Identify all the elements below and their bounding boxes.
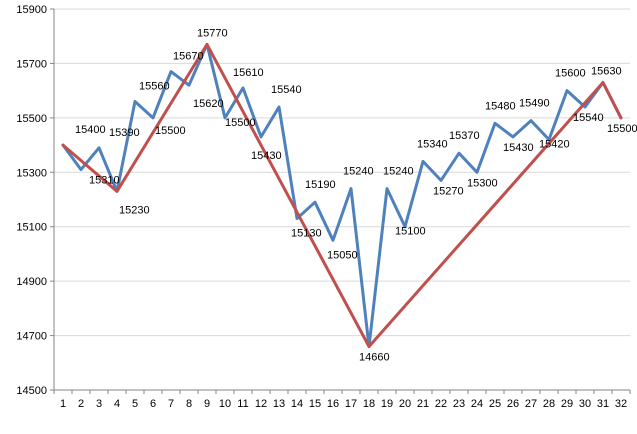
y-tick-label: 14700 <box>16 331 47 343</box>
series <box>61 42 623 348</box>
x-tick-label: 11 <box>237 398 248 410</box>
x-tick-label: 32 <box>615 398 627 410</box>
y-tick-label: 15700 <box>16 58 47 70</box>
data-label: 15600 <box>555 68 586 80</box>
x-tick-label: 16 <box>327 398 339 410</box>
data-label: 15500 <box>225 117 256 129</box>
data-label: 15270 <box>433 185 464 197</box>
x-tick-label: 7 <box>168 398 174 410</box>
x-tick-label: 14 <box>291 398 303 410</box>
x-tick-label: 24 <box>471 398 483 410</box>
y-tick-label: 15500 <box>16 113 47 125</box>
x-tick-label: 28 <box>543 398 555 410</box>
data-label: 15240 <box>383 166 414 178</box>
y-tick-label: 15300 <box>16 167 47 179</box>
data-label: 15540 <box>573 112 604 124</box>
data-label: 15310 <box>89 175 120 187</box>
x-tick-label: 4 <box>114 398 120 410</box>
x-tick-label: 2 <box>78 398 84 410</box>
data-label: 15240 <box>343 166 374 178</box>
x-tick-label: 19 <box>381 398 393 410</box>
data-label: 15540 <box>271 84 302 96</box>
x-tick-label: 13 <box>273 398 285 410</box>
x-tick-label: 26 <box>507 398 519 410</box>
data-label: 15620 <box>193 98 224 110</box>
gridlines <box>54 8 630 337</box>
x-tick-label: 18 <box>363 398 375 410</box>
x-tick-label: 31 <box>597 398 609 410</box>
x-tick-label: 1 <box>60 398 66 410</box>
data-label: 15430 <box>503 142 534 154</box>
data-label: 15560 <box>139 81 170 93</box>
data-labels: 15400 15310 15390 15230 15560 15500 15670 15620… <box>75 27 637 363</box>
x-tick-label: 17 <box>345 398 357 410</box>
x-tick-label: 25 <box>489 398 501 410</box>
x-tick-label: 15 <box>309 398 321 410</box>
data-label: 15390 <box>109 127 140 139</box>
data-label: 15490 <box>519 98 550 110</box>
y-tick-label: 14500 <box>16 385 47 397</box>
series-line-red <box>61 42 623 348</box>
x-tick-label: 22 <box>435 398 447 410</box>
data-label: 15100 <box>395 226 426 238</box>
x-tick-label: 6 <box>150 398 156 410</box>
x-tick-label: 30 <box>579 398 591 410</box>
axes: 14500 14700 14900 15100 15300 15500 15700 15900… <box>16 4 631 410</box>
data-label: 15340 <box>417 138 448 150</box>
data-label: 15400 <box>75 124 106 136</box>
data-label: 15430 <box>251 150 282 162</box>
x-tick-label: 20 <box>399 398 411 410</box>
data-label: 15130 <box>291 228 322 240</box>
x-tick-label: 29 <box>561 398 573 410</box>
x-tick-label: 27 <box>525 398 537 410</box>
series-line-blue <box>61 42 623 348</box>
data-label: 15670 <box>173 51 204 63</box>
y-tick-label: 15900 <box>16 4 47 16</box>
data-label: 15370 <box>449 130 480 142</box>
data-label: 15190 <box>305 179 336 191</box>
x-tick-label: 12 <box>255 398 267 410</box>
x-tick-label: 21 <box>417 398 429 410</box>
data-label: 15050 <box>327 249 358 261</box>
x-tick-label: 5 <box>132 398 138 410</box>
x-tick-label: 23 <box>453 398 465 410</box>
data-label: 15630 <box>591 65 622 77</box>
y-tick-label: 14900 <box>16 276 47 288</box>
data-label: 14660 <box>359 351 390 363</box>
x-tick-label: 3 <box>96 398 102 410</box>
data-label: 15770 <box>197 27 228 39</box>
data-label: 15500 <box>607 123 637 135</box>
data-label: 15230 <box>119 204 150 216</box>
x-tick-label: 8 <box>186 398 192 410</box>
data-label: 15480 <box>485 100 516 112</box>
data-label: 15420 <box>539 139 570 151</box>
x-tick-label: 9 <box>204 398 210 410</box>
data-label: 15610 <box>233 67 264 79</box>
data-label: 15300 <box>467 177 498 189</box>
x-tick-label: 10 <box>219 398 231 410</box>
y-tick-label: 15100 <box>16 222 47 234</box>
data-label: 15500 <box>155 125 186 137</box>
